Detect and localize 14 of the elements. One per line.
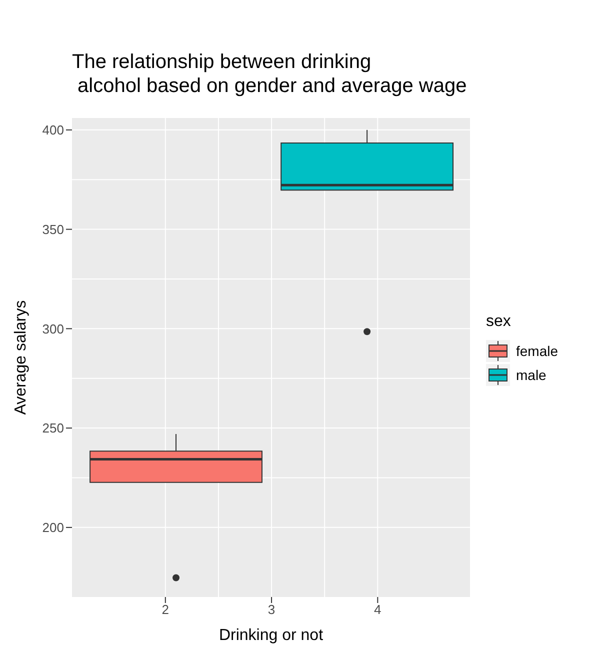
y-tick-label: 350 (42, 222, 64, 237)
y-tick-label: 300 (42, 321, 64, 336)
x-axis-title: Drinking or not (218, 627, 324, 644)
legend-label: female (516, 343, 558, 359)
legend-title: sex (486, 313, 512, 331)
y-tick-label: 400 (42, 122, 64, 138)
legend-label: male (516, 367, 546, 383)
y-axis-title: Average salarys (12, 300, 30, 415)
y-tick-label: 200 (42, 520, 64, 536)
y-tick-label: 250 (42, 420, 64, 436)
x-tick-label: 2 (162, 602, 170, 618)
x-tick-label: 3 (268, 602, 276, 618)
x-tick-label: 4 (374, 602, 382, 618)
chart-title: The relationship between drinking alcohol based on gender and average wage (72, 50, 467, 98)
